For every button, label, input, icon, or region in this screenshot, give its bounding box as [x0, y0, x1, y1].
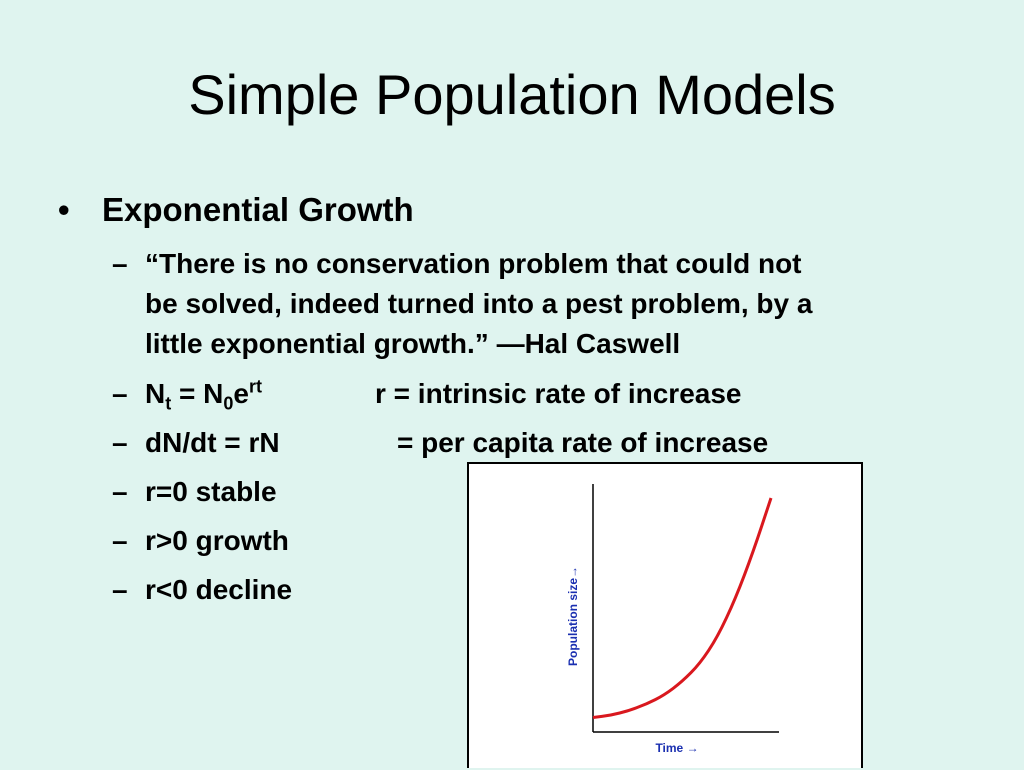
quote-line: little exponential growth.” —Hal Caswell	[145, 328, 681, 359]
formula-rt-sup: rt	[248, 376, 262, 397]
x-axis-label: Time →	[655, 741, 698, 755]
formula-zero-sub: 0	[223, 393, 234, 414]
formula-eq: = N	[171, 378, 224, 409]
y-axis-label: Population size→	[566, 566, 580, 666]
formula-n: N	[145, 378, 166, 409]
dash-marker: –	[112, 378, 128, 409]
dash-marker: –	[112, 427, 128, 458]
exponential-growth-chart: Population size→ Time →	[467, 462, 863, 768]
dash-marker: –	[112, 248, 128, 279]
chart-svg: Population size→ Time →	[566, 484, 779, 755]
item-text: r=0 stable	[145, 476, 277, 507]
item-text: r<0 decline	[145, 574, 293, 605]
slide-title: Simple Population Models	[188, 63, 836, 126]
quote-text: “There is no conservation problem that c…	[145, 244, 812, 364]
bullet-exponential-growth: • Exponential Growth	[58, 188, 414, 232]
bullet-dot: •	[58, 191, 70, 228]
formula-dndt: dN/dt = rN	[145, 427, 280, 458]
quote-line: “There is no conservation problem that c…	[145, 248, 802, 279]
item-text: r>0 growth	[145, 525, 289, 556]
formula-2-description: = per capita rate of increase	[397, 427, 769, 458]
dash-marker: –	[112, 574, 128, 605]
growth-curve	[592, 497, 773, 719]
formula-t-sub: t	[165, 393, 172, 414]
bullet-label: Exponential Growth	[102, 191, 414, 228]
dash-marker: –	[112, 525, 128, 556]
formula-nt: Nt = N0ert	[145, 374, 262, 414]
quote-line: be solved, indeed turned into a pest pro…	[145, 288, 813, 319]
formula-1-description: r = intrinsic rate of increase	[375, 378, 742, 409]
dash-marker: –	[112, 476, 128, 507]
formula-e: e	[233, 378, 249, 409]
